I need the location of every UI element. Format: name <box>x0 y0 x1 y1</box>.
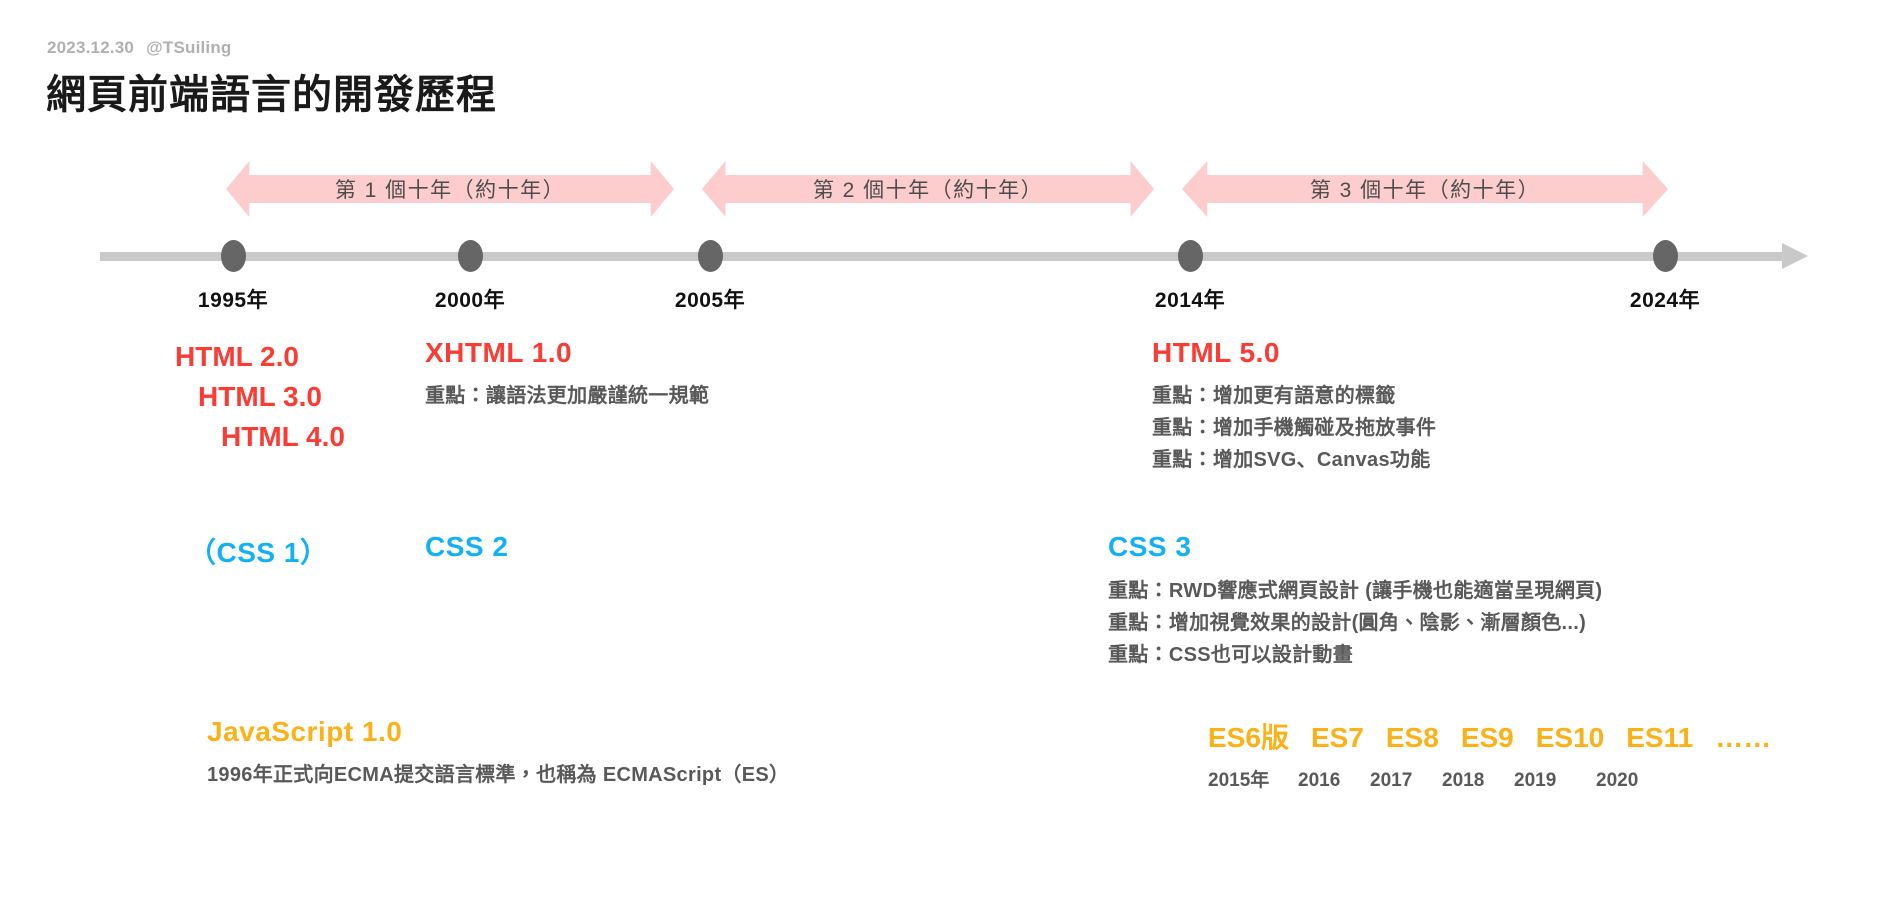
css1-column: （CSS 1） <box>188 531 328 571</box>
css3-notes: 重點：RWD響應式網頁設計 (讓手機也能適當呈現網頁) 重點：增加視覺效果的設計… <box>1108 575 1602 671</box>
es-version-item: ES7 <box>1310 722 1364 753</box>
es-year-item: 2015年 <box>1208 770 1270 791</box>
css3-title: CSS 3 <box>1108 531 1192 562</box>
decade-arrow: 第 2 個十年（約十年） <box>702 161 1154 217</box>
decade-arrow-label: 第 2 個十年（約十年） <box>812 179 1044 202</box>
timeline-axis-line <box>100 252 1790 261</box>
decade-arrow-label: 第 1 個十年（約十年） <box>334 179 566 202</box>
es-version-item: ES10 <box>1535 722 1605 753</box>
css3-note-item: 重點：RWD響應式網頁設計 (讓手機也能適當呈現網頁) <box>1108 580 1603 602</box>
timeline-dot <box>1177 240 1203 272</box>
html-version-item: HTML 2.0 <box>175 341 299 372</box>
xhtml-column: XHTML 1.0 重點：讓語法更加嚴謹統一規範 <box>425 337 709 412</box>
html5-notes: 重點：增加更有語意的標籤 重點：增加手機觸碰及拖放事件 重點：增加SVG、Can… <box>1152 380 1436 476</box>
html5-note-item: 重點：增加SVG、Canvas功能 <box>1152 449 1431 471</box>
timeline-dot <box>457 240 483 272</box>
javascript-title: JavaScript 1.0 <box>207 716 403 747</box>
javascript-column: JavaScript 1.0 1996年正式向ECMA提交語言標準，也稱為 EC… <box>207 716 789 791</box>
es-version-item: ES11 <box>1626 722 1694 753</box>
decade-arrow-label: 第 3 個十年（約十年） <box>1309 179 1541 202</box>
es-version-item: ES6版 <box>1208 722 1289 753</box>
es-year-item: 2016 <box>1298 770 1341 791</box>
timeline-dot <box>697 240 723 272</box>
header-meta: 2023.12.30 @TSuiling <box>47 38 232 58</box>
es-year-item: 2020 <box>1596 770 1639 791</box>
xhtml-title: XHTML 1.0 <box>425 337 573 368</box>
es-year-item: 2017 <box>1370 770 1413 791</box>
css2-column: CSS 2 <box>425 531 508 563</box>
es-version-row: ES6版 ES7 ES8 ES9 ES10 ES11 …… <box>1208 716 1771 756</box>
header-author: @TSuiling <box>146 38 232 57</box>
es-versions-column: ES6版 ES7 ES8 ES9 ES10 ES11…… 2015年 2016 2017 201… <box>1208 716 1771 792</box>
html-version-item: HTML 4.0 <box>221 421 345 452</box>
css1-title: （CSS 1） <box>188 537 329 568</box>
timeline-axis-arrowhead-icon <box>1782 243 1808 269</box>
timeline-year-label: 2024年 <box>1629 289 1701 312</box>
es-year-item: 2019 <box>1514 770 1557 791</box>
timeline-dot <box>220 240 246 272</box>
timeline-year-label: 2000年 <box>434 289 506 312</box>
xhtml-note: 重點：讓語法更加嚴謹統一規範 <box>425 385 710 407</box>
es-version-item: ES8 <box>1385 722 1439 753</box>
html-versions-column: HTML 2.0 HTML 3.0 HTML 4.0 <box>175 337 345 457</box>
html-version-item: HTML 3.0 <box>198 381 322 412</box>
css3-note-item: 重點：增加視覺效果的設計(圓角、陰影、漸層顏色...) <box>1108 612 1587 634</box>
es-year-row: 2015年 2016 2017 2018 2019 2020 <box>1208 765 1771 792</box>
timeline-dot <box>1652 240 1678 272</box>
header-date: 2023.12.30 <box>47 38 135 57</box>
decade-arrow: 第 1 個十年（約十年） <box>226 161 674 217</box>
javascript-note: 1996年正式向ECMA提交語言標準，也稱為 ECMAScript（ES） <box>207 764 790 786</box>
timeline-year-label: 1995年 <box>197 289 269 312</box>
decade-arrow: 第 3 個十年（約十年） <box>1182 161 1668 217</box>
page-title: 網頁前端語言的開發歷程 <box>46 73 497 117</box>
html5-note-item: 重點：增加更有語意的標籤 <box>1152 385 1396 407</box>
css2-title: CSS 2 <box>425 531 509 562</box>
css3-note-item: 重點：CSS也可以設計動畫 <box>1108 644 1354 666</box>
css3-column: CSS 3 重點：RWD響應式網頁設計 (讓手機也能適當呈現網頁) 重點：增加視… <box>1108 531 1602 671</box>
es-year-item: 2018 <box>1442 770 1485 791</box>
timeline-year-label: 2005年 <box>674 289 746 312</box>
es-version-item: …… <box>1715 722 1772 753</box>
es-version-item: ES9 <box>1460 722 1514 753</box>
timeline-year-label: 2014年 <box>1154 289 1226 312</box>
html5-column: HTML 5.0 重點：增加更有語意的標籤 重點：增加手機觸碰及拖放事件 重點：… <box>1152 337 1436 476</box>
html5-note-item: 重點：增加手機觸碰及拖放事件 <box>1152 417 1437 439</box>
html5-title: HTML 5.0 <box>1152 337 1280 368</box>
